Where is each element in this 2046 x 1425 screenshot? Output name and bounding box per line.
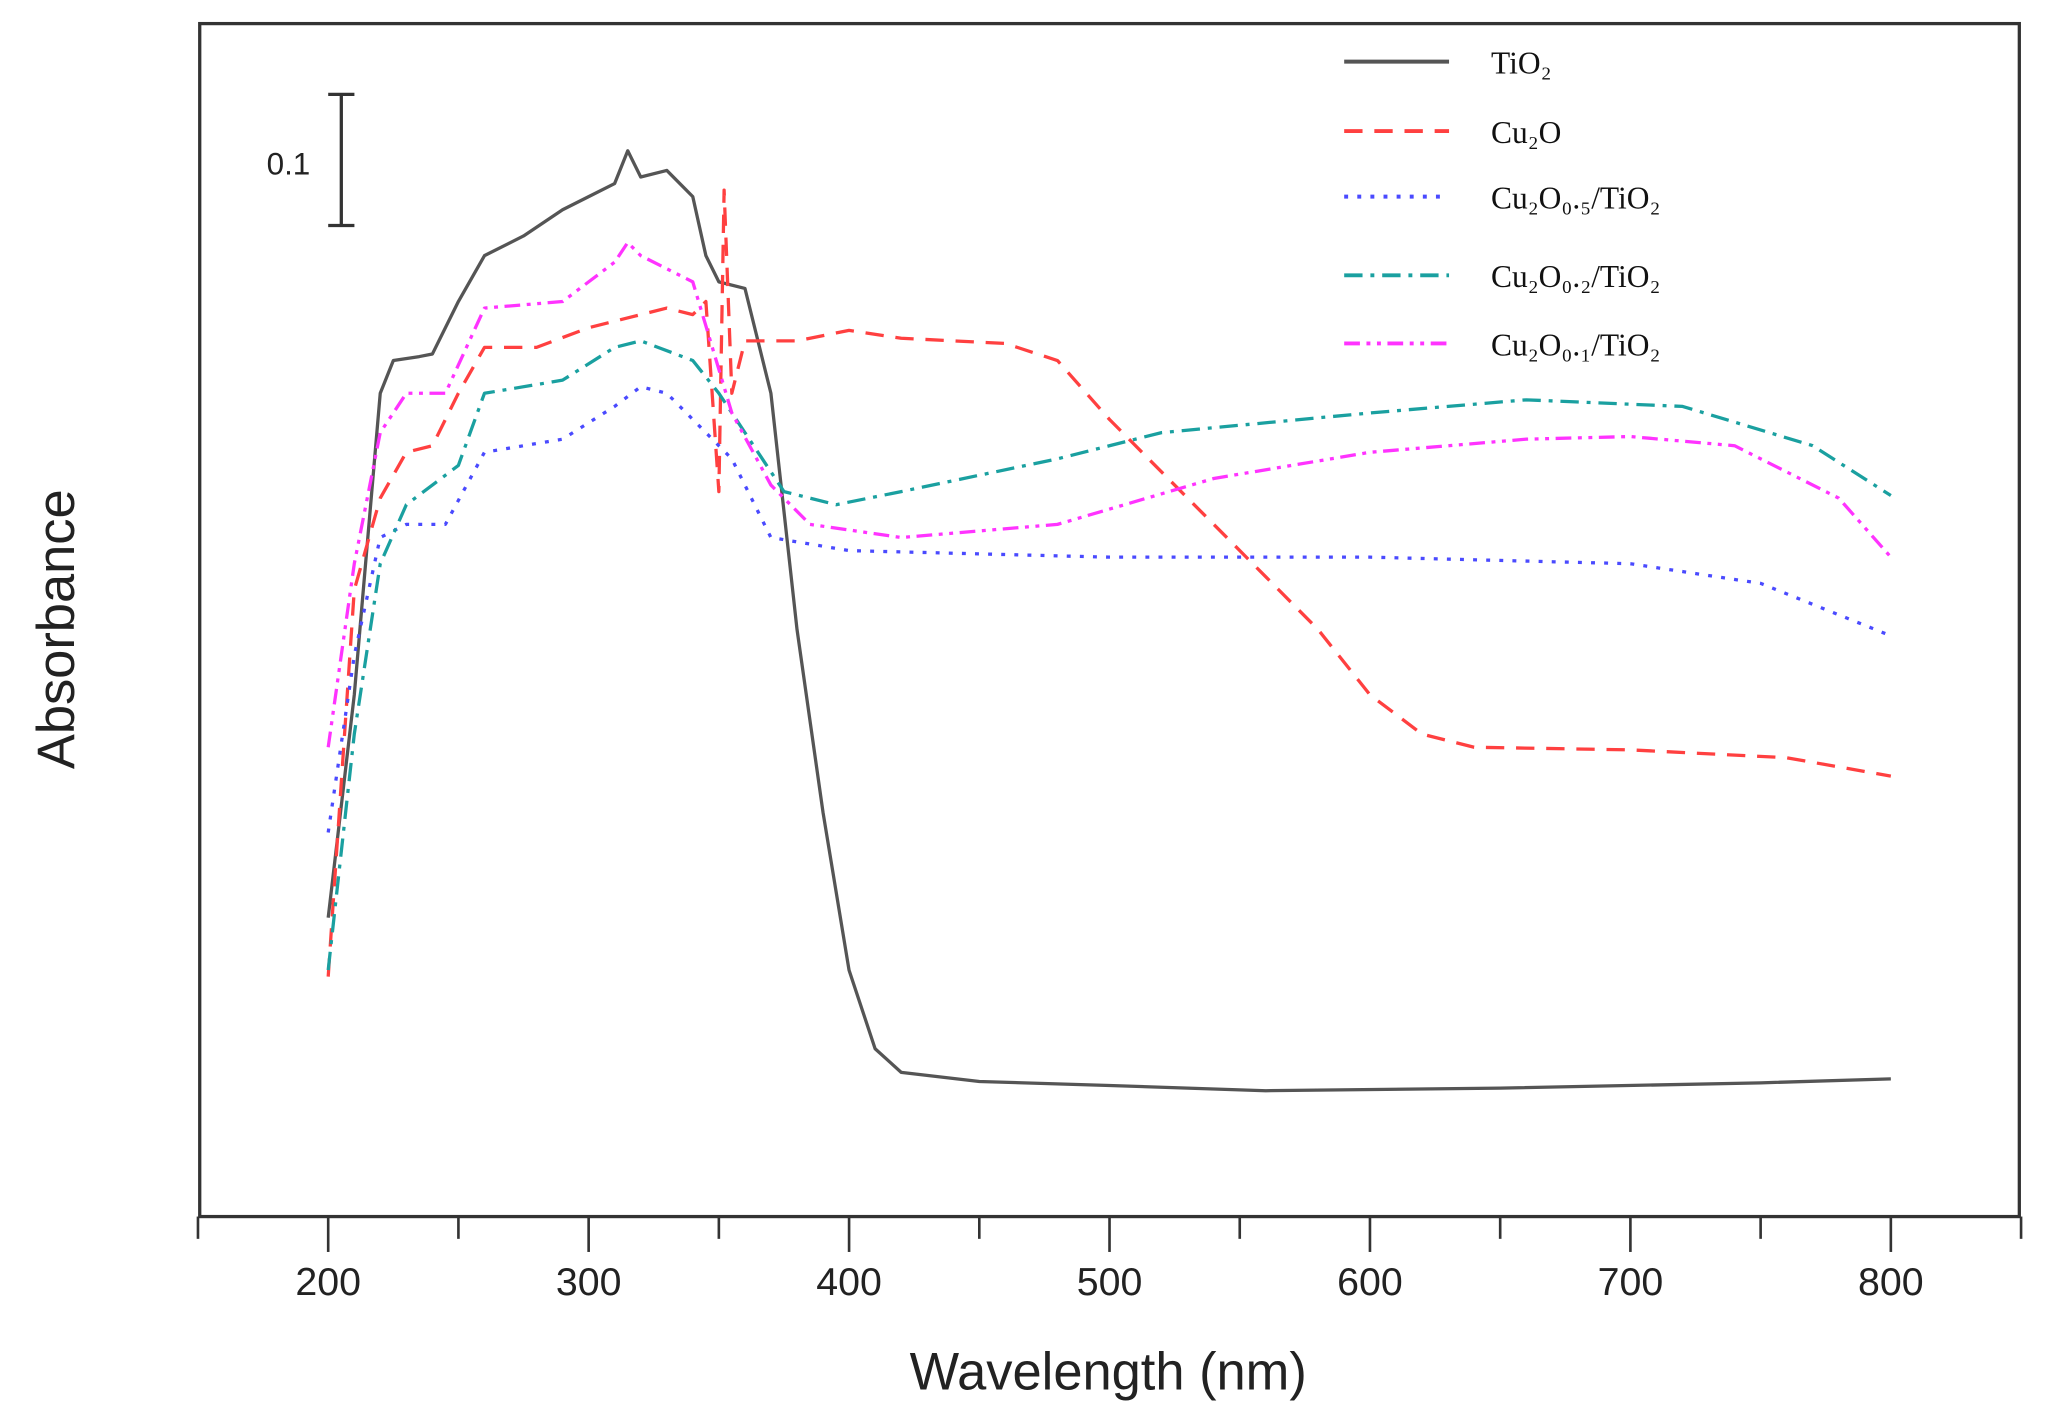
scale-bar: 0.1 [267, 92, 355, 228]
plot-frame [198, 21, 2021, 1219]
x-tick-label: 700 [1598, 1260, 1664, 1304]
series-line [326, 188, 1892, 977]
legend-label: Cu₂O₀.₅/TiO₂ [1491, 180, 1660, 215]
legend-label: Cu₂O [1491, 115, 1561, 150]
x-axis-ticks [196, 1216, 2023, 1252]
scale-bar-label: 0.1 [267, 146, 311, 181]
x-tick-label: 300 [556, 1260, 622, 1304]
legend-label: TiO₂ [1491, 45, 1552, 80]
legend-label: Cu₂O₀.₁/TiO₂ [1491, 327, 1660, 362]
y-axis-title: Absorbance [28, 489, 86, 769]
x-tick-label: 600 [1337, 1260, 1403, 1304]
legend: TiO₂ Cu₂O Cu₂O₀.₅/TiO₂ Cu₂O₀.₂/TiO₂ Cu₂O₀.₁/… [1344, 45, 1660, 362]
series-line [326, 149, 1891, 1093]
x-axis-tick-labels: 200 300 400 500 600 700 800 [295, 1260, 1923, 1304]
x-tick-label: 500 [1077, 1260, 1143, 1304]
legend-label: Cu₂O₀.₂/TiO₂ [1491, 259, 1660, 294]
x-tick-label: 800 [1858, 1260, 1924, 1304]
series-line [326, 339, 1892, 971]
series-curves [326, 149, 1893, 1093]
x-tick-label: 200 [295, 1260, 361, 1304]
x-axis-title: Wavelength (nm) [910, 1344, 1307, 1402]
x-tick-label: 400 [816, 1260, 882, 1304]
series-line [326, 240, 1893, 748]
series-line [326, 385, 1892, 833]
